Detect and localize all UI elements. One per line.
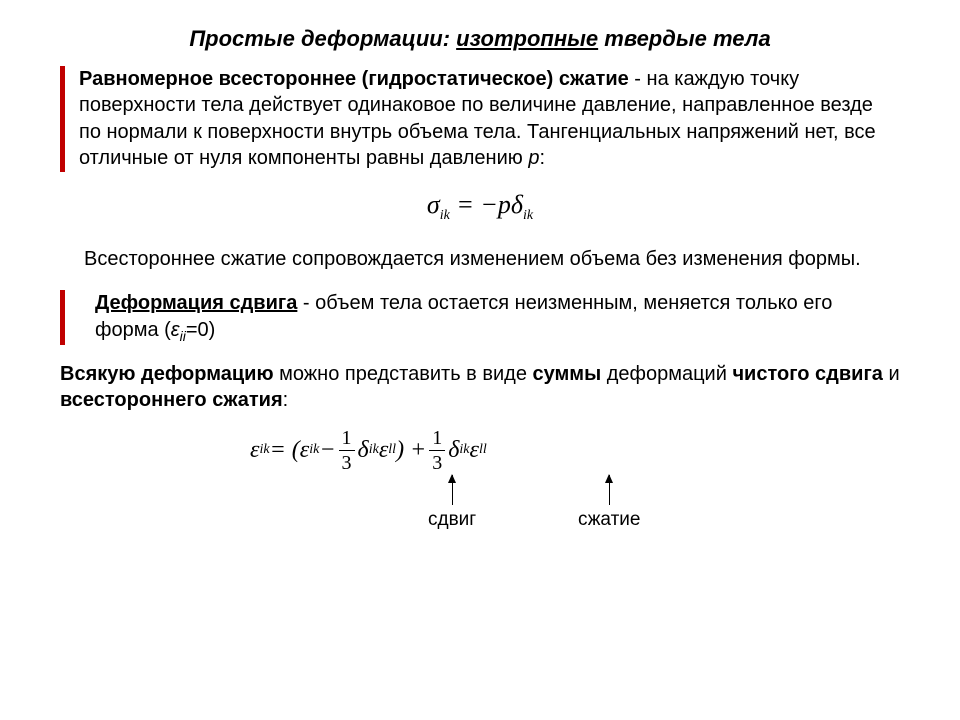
decomposition-text: Всякую деформацию можно представить в ви…	[60, 361, 900, 414]
eq2-delta2: δ	[448, 437, 459, 464]
equation-epsilon: εik = ( εik − 1 3 δik εll ) + 1 3 δik εl…	[250, 428, 710, 473]
block-shear: Деформация сдвига - объем тела остается …	[60, 290, 900, 345]
hydrostatic-text: Равномерное всестороннее (гидростатическ…	[79, 66, 900, 172]
shear-eps: ε	[171, 319, 180, 341]
decomp-lead3: чистого сдвига	[732, 363, 882, 385]
eq2-eps2: ε	[300, 437, 309, 464]
arrow-compress: сжатие	[578, 475, 640, 531]
shear-lead: Деформация сдвига	[95, 292, 297, 314]
volume-note: Всестороннее сжатие сопровождается измен…	[84, 246, 900, 272]
decomp-mid1: можно представить в виде	[274, 363, 533, 385]
eq2-open: = (	[270, 437, 300, 464]
eq2-frac2-num: 1	[429, 428, 445, 448]
eq2-minus: −	[319, 437, 335, 464]
shear-rest2: =0)	[186, 319, 215, 341]
shear-text: Деформация сдвига - объем тела остается …	[95, 290, 900, 345]
decomp-lead4: всестороннего сжатия	[60, 389, 283, 411]
block-hydrostatic: Равномерное всестороннее (гидростатическ…	[60, 66, 900, 172]
eq2-eps1: ε	[250, 437, 259, 464]
decomp-mid2: деформаций	[601, 363, 732, 385]
eq2-frac1: 1 3	[339, 428, 355, 473]
label-compress: сжатие	[578, 509, 640, 531]
title-prefix: Простые деформации:	[189, 26, 456, 51]
eq2-ik1: ik	[259, 442, 269, 458]
accent-bar-icon	[60, 66, 65, 172]
hydrostatic-colon: :	[539, 147, 545, 169]
decomp-colon: :	[283, 389, 289, 411]
slide: Простые деформации: изотропные твердые т…	[0, 0, 960, 545]
eq1-sub1: ik	[440, 208, 450, 223]
eq2-close: ) +	[396, 437, 426, 464]
eq2-eps4: ε	[470, 437, 479, 464]
eq1-sigma: σ	[427, 190, 440, 219]
label-shear: сдвиг	[428, 509, 476, 531]
equation-epsilon-wrap: εik = ( εik − 1 3 δik εll ) + 1 3 δik εl…	[250, 428, 710, 545]
arrow-up-icon	[609, 475, 610, 505]
eq2-ik2: ik	[309, 442, 319, 458]
eq2-delta1: δ	[358, 437, 369, 464]
eq2-eps3: ε	[379, 437, 388, 464]
title-suffix: твердые тела	[598, 26, 771, 51]
eq2-frac2-den: 3	[429, 453, 445, 473]
eq1-delta: δ	[511, 190, 523, 219]
eq1-eq: = −	[450, 190, 498, 219]
arrow-labels: сдвиг сжатие	[250, 475, 710, 545]
eq2-frac1-num: 1	[339, 428, 355, 448]
arrow-up-icon	[452, 475, 453, 505]
eq2-frac1-den: 3	[339, 453, 355, 473]
equation-sigma: σik = −pδik	[60, 190, 900, 224]
eq2-ik3: ik	[369, 442, 379, 458]
title-emphasis: изотропные	[456, 26, 598, 51]
fraction-bar-icon	[339, 450, 355, 451]
eq1-p: p	[498, 190, 511, 219]
hydrostatic-lead: Равномерное всестороннее (гидростатическ…	[79, 68, 629, 90]
decomp-mid3: и	[883, 363, 900, 385]
accent-bar-icon	[60, 290, 65, 345]
eq2-frac2: 1 3	[429, 428, 445, 473]
pressure-symbol: p	[528, 147, 539, 169]
slide-title: Простые деформации: изотропные твердые т…	[60, 26, 900, 52]
fraction-bar-icon	[429, 450, 445, 451]
eq2-ik4: ik	[459, 442, 469, 458]
eq1-sub2: ik	[523, 208, 533, 223]
volume-note-text: Всестороннее сжатие сопровождается измен…	[84, 248, 861, 270]
eq2-ll1: ll	[388, 442, 396, 458]
decomp-lead1: Всякую деформацию	[60, 363, 274, 385]
decomp-lead2: суммы	[533, 363, 602, 385]
arrow-shear: сдвиг	[428, 475, 476, 531]
eq2-ll2: ll	[479, 442, 487, 458]
